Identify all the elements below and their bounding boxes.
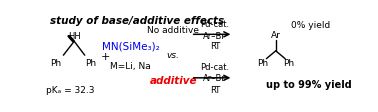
Text: study of base/additive effects: study of base/additive effects <box>50 16 224 26</box>
Text: MN(SiMe₃)₂: MN(SiMe₃)₂ <box>102 41 160 51</box>
Text: Ph: Ph <box>284 58 294 67</box>
Text: HH: HH <box>68 32 81 41</box>
Text: RT: RT <box>210 85 220 94</box>
Text: 0% yield: 0% yield <box>291 21 330 30</box>
Text: Ph: Ph <box>51 58 62 67</box>
Text: vs.: vs. <box>167 50 180 59</box>
Text: M=Li, Na: M=Li, Na <box>110 62 151 71</box>
Text: additive: additive <box>149 75 197 85</box>
Text: Ar: Ar <box>271 31 281 39</box>
Text: Ph: Ph <box>257 58 268 67</box>
Text: Pd-cat.: Pd-cat. <box>200 62 229 71</box>
Text: Ar–Br: Ar–Br <box>203 31 226 40</box>
Text: Pd-cat.: Pd-cat. <box>200 20 229 29</box>
Text: Ph: Ph <box>85 58 96 67</box>
Text: up to 99% yield: up to 99% yield <box>266 79 352 89</box>
Text: No additive: No additive <box>147 26 199 35</box>
Text: RT: RT <box>210 42 220 51</box>
Text: Ar–Br: Ar–Br <box>203 74 226 83</box>
Text: +: + <box>101 52 110 61</box>
Text: pKₐ = 32.3: pKₐ = 32.3 <box>46 85 95 94</box>
